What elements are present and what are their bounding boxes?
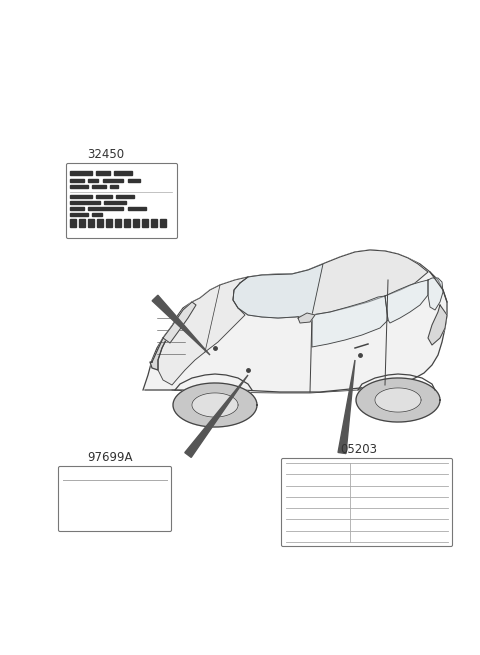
Text: 05203: 05203 — [340, 443, 377, 456]
Bar — [92, 212, 102, 216]
Polygon shape — [150, 302, 192, 370]
Bar — [70, 200, 100, 204]
Polygon shape — [428, 305, 447, 345]
Polygon shape — [192, 393, 238, 417]
Polygon shape — [233, 264, 323, 318]
Bar — [79, 219, 85, 227]
Text: 32450: 32450 — [87, 148, 124, 161]
Bar — [133, 219, 139, 227]
Bar — [124, 219, 130, 227]
Bar — [70, 185, 88, 188]
Polygon shape — [428, 278, 443, 310]
Polygon shape — [173, 383, 257, 427]
Bar — [128, 206, 146, 210]
Polygon shape — [143, 250, 447, 392]
Bar — [88, 179, 98, 182]
Bar — [160, 219, 166, 227]
Polygon shape — [298, 313, 315, 323]
Bar — [96, 195, 112, 198]
Bar — [70, 219, 76, 227]
Bar — [70, 206, 84, 210]
Polygon shape — [152, 295, 210, 355]
Text: 97699A: 97699A — [87, 451, 132, 464]
Bar — [106, 219, 112, 227]
FancyBboxPatch shape — [59, 466, 171, 531]
Bar — [104, 200, 126, 204]
Bar — [103, 179, 123, 182]
Polygon shape — [312, 296, 388, 347]
Polygon shape — [338, 360, 355, 453]
Bar — [70, 212, 88, 216]
Bar — [96, 171, 110, 175]
FancyBboxPatch shape — [67, 164, 178, 238]
Polygon shape — [385, 280, 428, 323]
Polygon shape — [163, 302, 196, 343]
Bar — [114, 171, 132, 175]
Bar — [116, 195, 134, 198]
Bar — [151, 219, 157, 227]
Bar — [88, 219, 94, 227]
Bar — [70, 171, 92, 175]
Bar — [97, 219, 103, 227]
FancyBboxPatch shape — [281, 458, 453, 546]
Polygon shape — [233, 250, 428, 318]
Polygon shape — [375, 388, 421, 412]
Bar — [110, 185, 118, 188]
Bar — [142, 219, 148, 227]
Bar — [70, 195, 92, 198]
Bar — [115, 219, 121, 227]
Polygon shape — [185, 375, 248, 457]
Bar — [88, 206, 123, 210]
Bar — [92, 185, 106, 188]
Bar — [70, 179, 84, 182]
Polygon shape — [356, 378, 440, 422]
Polygon shape — [158, 277, 248, 385]
Bar — [128, 179, 140, 182]
